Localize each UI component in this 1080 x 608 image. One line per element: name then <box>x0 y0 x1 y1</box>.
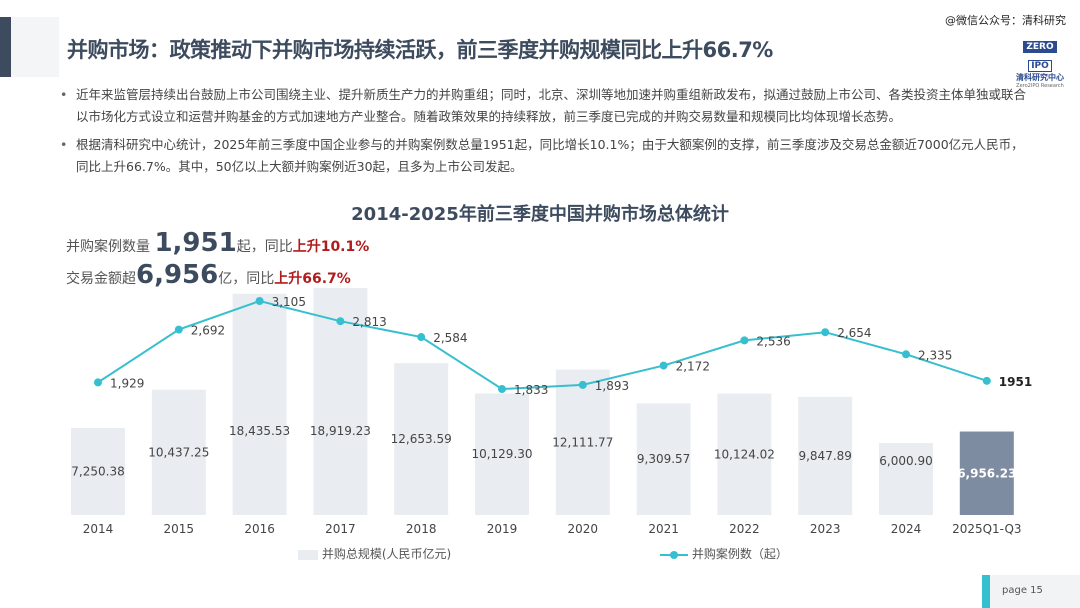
amount-change: 上升66.7% <box>274 271 351 287</box>
x-tick-label: 2018 <box>406 522 437 536</box>
x-tick-label: 2021 <box>648 522 679 536</box>
line-point <box>902 350 910 359</box>
logo-ipo: IPO <box>1028 60 1052 72</box>
x-tick-label: 2022 <box>729 522 760 536</box>
bar <box>879 442 933 515</box>
line-point <box>659 361 668 370</box>
cases-label: 并购案例数量 <box>66 239 150 255</box>
line-point <box>982 376 991 385</box>
amount-stat: 交易金额超6,956亿，同比上升66.7% <box>66 260 351 290</box>
bar <box>151 389 206 515</box>
legend-bar: 并购总规模(人民币亿元) <box>298 545 451 562</box>
line-point <box>821 328 830 337</box>
line-label: 1,893 <box>595 379 629 393</box>
bullet-list: 近年来监管层持续出台鼓励上市公司围绕主业、提升新质生产力的并购重组；同时，北京、… <box>60 84 1035 184</box>
line-label: 3,105 <box>272 295 306 309</box>
cases-stat: 并购案例数量 1,951起，同比上升10.1% <box>66 228 369 258</box>
amount-unit: 亿，同比 <box>218 271 275 287</box>
line-point <box>255 297 264 305</box>
logo-en: Zero2IPO Research <box>1016 83 1064 89</box>
x-tick-label: 2017 <box>325 522 356 536</box>
bar <box>636 403 691 515</box>
bar-label: 12,111.77 <box>552 435 613 449</box>
amount-label: 交易金额超 <box>66 271 136 287</box>
legend-line-swatch <box>660 550 688 559</box>
line-label: 1,833 <box>514 383 548 397</box>
line-point <box>336 317 345 326</box>
x-tick-label: 2019 <box>487 522 518 536</box>
footer-accent <box>982 575 990 608</box>
cases-value: 1,951 <box>154 228 237 258</box>
x-tick-label: 2024 <box>891 522 922 536</box>
line-label: 1,929 <box>110 376 144 390</box>
line-series <box>97 299 988 391</box>
bar <box>232 293 287 515</box>
bar <box>475 393 529 515</box>
bar-label: 6,956.23 <box>957 466 1016 480</box>
x-tick-label: 2023 <box>810 522 841 536</box>
line-label: 2,335 <box>918 348 952 362</box>
wechat-watermark: @微信公众号：清科研究 <box>945 14 1066 27</box>
logo-zero: ZERO <box>1023 41 1057 53</box>
cases-change: 上升10.1% <box>292 239 370 255</box>
legend-bar-label: 并购总规模(人民币亿元) <box>321 547 452 561</box>
bar-label: 12,653.59 <box>391 432 452 446</box>
accent-bar <box>0 17 11 77</box>
line-point <box>498 385 506 394</box>
amount-value: 6,956 <box>136 260 219 290</box>
x-tick-label: 2020 <box>568 522 599 536</box>
line-label: 2,536 <box>756 334 790 348</box>
bar <box>313 287 368 515</box>
title-background <box>11 17 59 77</box>
page-title: 并购市场：政策推动下并购市场持续活跃，前三季度并购规模同比上升66.7% <box>67 38 773 62</box>
line-point <box>578 380 587 389</box>
bar-label: 18,435.53 <box>229 424 290 438</box>
line-point <box>94 378 102 387</box>
bar-label: 10,124.02 <box>714 447 775 461</box>
bar-label: 10,437.25 <box>148 445 209 459</box>
x-tick-label: 2016 <box>244 522 275 536</box>
line-label: 1951 <box>999 375 1032 389</box>
legend-bar-swatch <box>298 549 318 560</box>
bar <box>555 369 610 515</box>
line-point <box>174 325 183 334</box>
bullet-item: 根据清科研究中心统计，2025年前三季度中国企业参与的并购案例数总量1951起，… <box>60 134 1035 178</box>
x-tick-label: 2015 <box>164 522 195 536</box>
zero2ipo-logo: ZERO IPO 清科研究中心 Zero2IPO Research <box>1014 34 1066 89</box>
page-number: page 15 <box>1002 585 1043 596</box>
bar-label: 10,129.30 <box>471 447 532 461</box>
bar <box>798 396 853 515</box>
line-label: 2,654 <box>837 326 871 340</box>
logo-cn: 清科研究中心 <box>1016 73 1064 82</box>
line-label: 2,813 <box>352 315 386 329</box>
x-tick-label: 2014 <box>83 522 114 536</box>
line-point <box>740 336 749 345</box>
bar <box>959 431 1014 515</box>
line-point <box>417 333 426 342</box>
legend-line: 并购案例数（起） <box>660 545 788 562</box>
line-label: 2,172 <box>676 360 710 374</box>
bar-label: 7,250.38 <box>71 464 124 478</box>
bar-label: 18,919.23 <box>310 424 371 438</box>
footer-background <box>990 575 1080 608</box>
bar <box>394 363 449 515</box>
bullet-item: 近年来监管层持续出台鼓励上市公司围绕主业、提升新质生产力的并购重组；同时，北京、… <box>60 84 1035 128</box>
bar-label: 9,847.89 <box>798 449 851 463</box>
x-tick-label: 2025Q1-Q3 <box>952 522 1021 536</box>
bar <box>717 393 772 515</box>
bar-label: 6,000.90 <box>879 454 932 468</box>
chart-title: 2014-2025年前三季度中国并购市场总体统计 <box>351 204 729 225</box>
bar <box>71 427 125 515</box>
line-label: 2,584 <box>433 331 467 345</box>
bar-label: 9,309.57 <box>637 452 690 466</box>
legend-line-label: 并购案例数（起） <box>691 547 788 561</box>
line-label: 2,692 <box>191 324 225 338</box>
cases-unit: 起，同比 <box>236 239 293 255</box>
